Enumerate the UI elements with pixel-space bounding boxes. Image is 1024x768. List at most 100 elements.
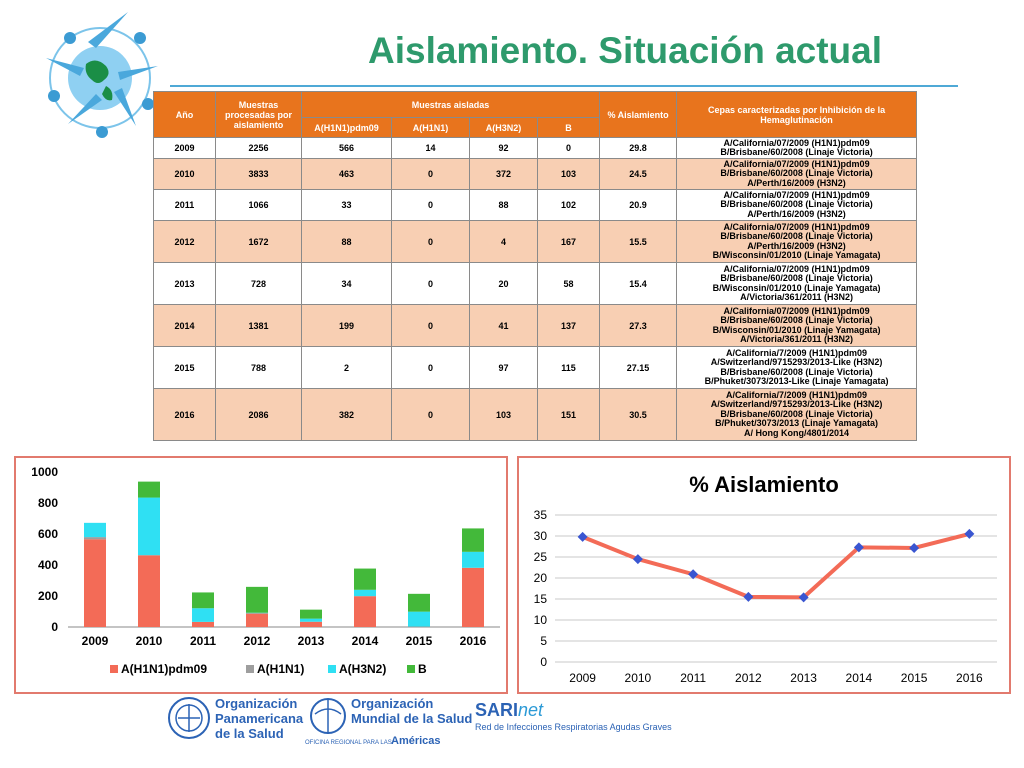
chart-title: % Aislamiento (689, 472, 839, 497)
line-chart-panel: % Aislamiento 0 5 10 15 20 25 30 35 2009 2010 2011 2… (517, 456, 1011, 694)
cell-b: 58 (536, 262, 601, 305)
y-tick-label: 600 (38, 527, 58, 541)
sarinet-tagline: Red de Infecciones Respiratorias Agudas … (475, 722, 672, 732)
cell-pct: 20.9 (599, 189, 678, 221)
bar-segment (408, 611, 430, 627)
cell-processed: 1381 (215, 304, 302, 347)
strain-line: A/Perth/16/2009 (H3N2) (747, 177, 846, 188)
ops-emblem-icon (168, 697, 210, 739)
bar-segment (246, 613, 268, 627)
header-anio: Año (153, 91, 216, 138)
strain-line: B/Brisbane/60/2008 (Linaje Victoria) (720, 147, 873, 157)
x-tick-label: 2010 (625, 671, 652, 685)
cell-h3n2: 97 (469, 346, 538, 389)
strain-line: B/Brisbane/60/2008 (Linaje Victoria) (720, 199, 873, 210)
cell-year: 2016 (153, 388, 216, 441)
bar-segment (354, 589, 376, 597)
oms-line4: Américas (391, 735, 441, 747)
cell-strains: A/California/07/2009 (H1N1)pdm09 B/Brisba… (676, 189, 918, 221)
header-h1n1: A(H1N1) (391, 117, 470, 138)
cell-b: 0 (536, 137, 601, 159)
y-tick-label: 200 (38, 589, 58, 603)
strain-line: A/California/07/2009 (H1N1)pdm09 (723, 221, 870, 232)
page-title: Aislamiento. Situación actual (368, 30, 883, 71)
y-tick-label: 10 (534, 613, 548, 627)
globe-logo (28, 4, 168, 144)
cell-h1n1: 0 (391, 262, 470, 305)
oms-line3: OFICINA REGIONAL PARA LAS (305, 740, 392, 746)
cell-processed: 728 (215, 262, 302, 305)
cell-h1n1pdm09: 33 (301, 189, 392, 221)
y-tick-label: 25 (534, 550, 548, 564)
cell-h1n1pdm09: 88 (301, 220, 392, 263)
x-tick-label: 2013 (298, 634, 325, 648)
bar-segment (300, 609, 322, 619)
bar-segment (192, 608, 214, 622)
strain-line: B/Brisbane/60/2008 (Linaje Victoria) (720, 315, 873, 325)
strain-line: A/California/7/2009 (H1N1)pdm09 (726, 347, 868, 358)
cell-processed: 2086 (215, 388, 302, 441)
x-tick-label: 2012 (735, 671, 762, 685)
title-divider (170, 85, 958, 87)
y-tick-label: 0 (540, 655, 547, 669)
table-row: 2016 2086 382 0 103 151 30.5 A/California/7/200… (153, 388, 918, 441)
cell-pct: 30.5 (599, 388, 678, 441)
cell-h1n1: 0 (391, 158, 470, 190)
oms-line2: Mundial de la Salud (351, 711, 472, 726)
bar-segment (246, 586, 268, 613)
cell-year: 2014 (153, 304, 216, 347)
data-point-marker (798, 592, 809, 603)
strain-line: A/California/7/2009 (H1N1)pdm09 (726, 389, 868, 400)
cell-h1n1pdm09: 382 (301, 388, 392, 441)
legend-label: B (418, 662, 427, 676)
cell-strains: A/California/07/2009 (H1N1)pdm09 B/Brisba… (676, 220, 918, 263)
cell-h1n1: 0 (391, 304, 470, 347)
bar-segment (462, 567, 484, 627)
strain-line: A/Perth/16/2009 (H3N2) (747, 240, 846, 251)
strain-line: B/Wisconsin/01/2010 (Linaje Yamagata) (712, 250, 881, 260)
cell-h1n1pdm09: 34 (301, 262, 392, 305)
ops-line3: de la Salud (215, 726, 284, 741)
cell-processed: 2256 (215, 137, 302, 159)
y-tick-label: 800 (38, 496, 58, 510)
bar-segment (192, 592, 214, 609)
oms-line1: Organización (351, 696, 433, 711)
cell-strains: A/California/07/2009 (H1N1)pdm09 B/Brisba… (676, 304, 918, 347)
oms-emblem-icon (310, 698, 346, 734)
x-tick-label: 2011 (190, 634, 216, 648)
bar-segment (84, 537, 106, 540)
strain-line: A/Perth/16/2009 (H3N2) (747, 208, 846, 219)
strain-line: B/Phuket/3073/2013-Like (Linaje Yamagata… (704, 376, 889, 386)
cell-pct: 15.4 (599, 262, 678, 305)
cell-h1n1: 0 (391, 189, 470, 221)
strain-line: B/Phuket/3073/2013 (Linaje Yamagata) (715, 418, 878, 429)
cell-processed: 1672 (215, 220, 302, 263)
data-point-marker (577, 531, 588, 542)
cell-strains: A/California/07/2009 (H1N1)pdm09 B/Brisba… (676, 137, 918, 159)
cell-pct: 15.5 (599, 220, 678, 263)
data-point-marker (964, 528, 975, 539)
data-point-marker (688, 569, 699, 580)
cell-b: 167 (536, 220, 601, 263)
x-tick-label: 2015 (901, 671, 928, 685)
legend-label: A(H3N2) (339, 662, 386, 676)
cell-h1n1: 14 (391, 137, 470, 159)
x-tick-label: 2010 (136, 634, 163, 648)
cell-b: 115 (536, 346, 601, 389)
x-tick-label: 2016 (460, 634, 487, 648)
table-row: 2015 788 2 0 97 115 27.15 A/California/7/2009 (… (153, 346, 918, 389)
x-tick-label: 2011 (680, 671, 706, 685)
cell-h3n2: 88 (469, 189, 538, 221)
cell-h1n1pdm09: 463 (301, 158, 392, 190)
cell-strains: A/California/07/2009 (H1N1)pdm09 B/Brisba… (676, 262, 918, 305)
cell-h3n2: 20 (469, 262, 538, 305)
header-aisladas: Muestras aisladas (300, 91, 601, 118)
y-tick-label: 5 (540, 634, 547, 648)
header-cepas: Cepas caracterizadas por Inhibición de l… (676, 91, 918, 138)
bar-segment (354, 568, 376, 590)
strain-line: A/Switzerland/9715293/2013-Like (H3N2) (710, 357, 883, 367)
sarinet-wordmark: SARInet (475, 700, 544, 720)
cell-year: 2012 (153, 220, 216, 263)
strain-line: B/Wisconsin/01/2010 (Linaje Yamagata) (712, 282, 881, 293)
line-chart: % Aislamiento 0 5 10 15 20 25 30 35 2009 2010 2011 2… (534, 472, 997, 685)
